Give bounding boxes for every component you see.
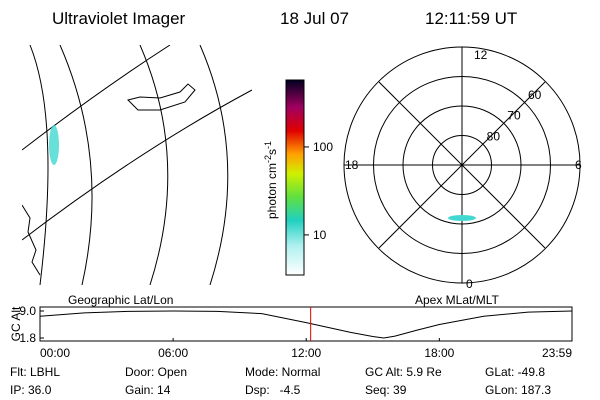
x-tick-label: 06:00 — [158, 346, 188, 360]
status-field: Mode: Normal — [245, 365, 320, 379]
y-label: GC Alt — [9, 306, 23, 341]
status-field: Gain: 14 — [125, 383, 171, 397]
mlt-label: 12 — [474, 48, 488, 62]
polar-frame — [344, 47, 580, 283]
lat-label: 80 — [487, 129, 501, 143]
colorbar — [285, 79, 305, 276]
status-field: Dsp: -4.5 — [245, 383, 301, 397]
status-field: Door: Open — [125, 365, 187, 379]
status-field: GLon: 187.3 — [485, 383, 551, 397]
lat-ring — [432, 135, 492, 195]
lat-label: 70 — [507, 109, 521, 123]
colorbar-tick-label: 10 — [313, 228, 327, 242]
y-tick-label: 1.8 — [19, 331, 36, 345]
x-tick-label: 12:00 — [291, 346, 321, 360]
exp: -2 — [263, 155, 273, 163]
lat-label: 60 — [528, 88, 542, 102]
mlt-label: 0 — [466, 277, 473, 291]
geo-map — [22, 45, 252, 285]
polar-outer — [343, 46, 581, 284]
unit: s — [265, 149, 279, 155]
date: 18 Jul 07 — [280, 9, 349, 28]
status-field: Flt: LBHL — [10, 365, 60, 379]
colorbar-label: photon cm-2s-1 — [263, 141, 279, 219]
status-field: GLat: -49.8 — [485, 365, 545, 379]
title: Ultraviolet Imager — [52, 9, 186, 28]
status-field: GC Alt: 5.9 Re — [365, 365, 442, 379]
mlt-label: 6 — [575, 158, 582, 172]
lat-ring — [402, 105, 522, 225]
unit: photon cm — [265, 163, 279, 219]
x-tick-label: 00:00 — [40, 346, 70, 360]
x-tick-label: 18:00 — [424, 346, 454, 360]
alt-line — [39, 310, 573, 339]
colorbar-tick-label: 100 — [313, 140, 333, 154]
x-tick-label: 23:59 — [542, 346, 572, 360]
mlt-label: 18 — [345, 158, 359, 172]
panel-label: Geographic Lat/Lon — [68, 293, 173, 307]
exp: -1 — [263, 141, 273, 149]
lat-ring — [373, 76, 551, 254]
status-field: IP: 36.0 — [10, 383, 52, 397]
panel-label: Apex MLat/MLT — [415, 293, 499, 307]
time: 12:11:59 UT — [425, 9, 517, 28]
y-tick-label: 9.0 — [19, 304, 36, 318]
status-field: Seq: 39 — [365, 383, 407, 397]
